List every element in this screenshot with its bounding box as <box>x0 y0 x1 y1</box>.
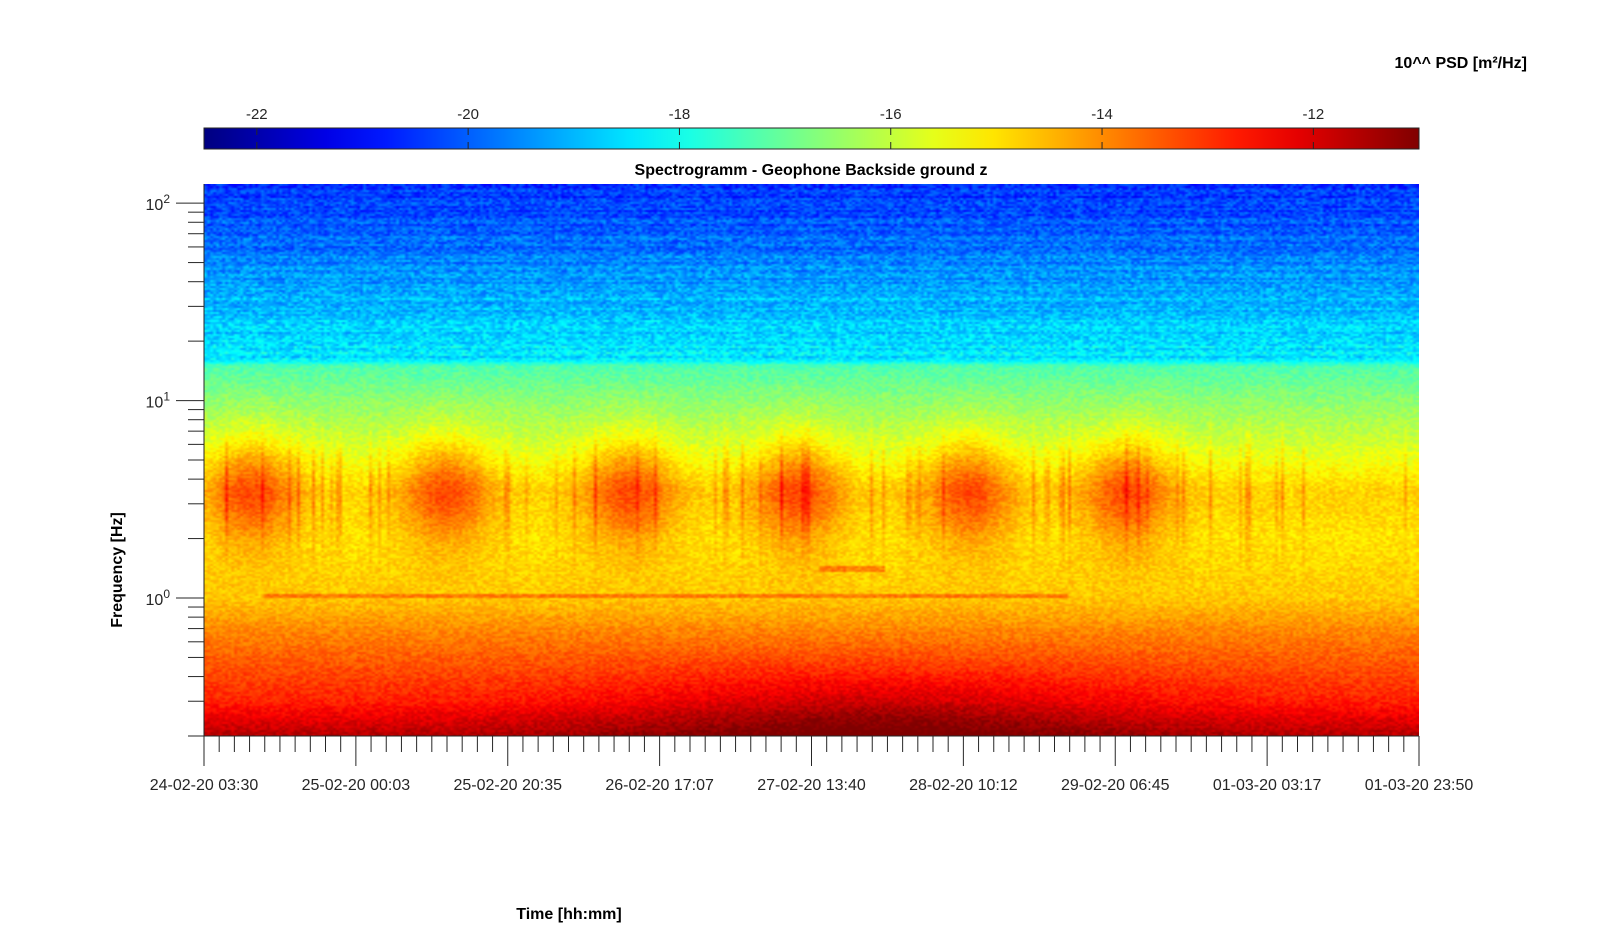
x-tick-label: 25-02-20 20:35 <box>453 777 562 794</box>
chart-title: Spectrogramm - Geophone Backside ground … <box>635 162 988 179</box>
colorbar: 10^^ PSD [m²/Hz] -22 -20 -18 -16 -14 -12 <box>203 55 1527 150</box>
y-tick-label: 101 <box>146 390 171 412</box>
x-tick-label: 01-03-20 23:50 <box>1365 777 1474 794</box>
colorbar-tick-label: -12 <box>1303 106 1325 123</box>
colorbar-tick-label: -14 <box>1091 106 1113 123</box>
x-tick-label: 29-02-20 06:45 <box>1061 777 1170 794</box>
x-tick-label: 24-02-20 03:30 <box>150 777 259 794</box>
x-tick-label: 25-02-20 00:03 <box>302 777 411 794</box>
x-tick-label: 28-02-20 10:12 <box>909 777 1018 794</box>
y-tick-label: 102 <box>146 192 171 214</box>
colorbar-ticks: -22 -20 -18 -16 -14 -12 <box>246 106 1324 149</box>
colorbar-tick-label: -16 <box>880 106 902 123</box>
plot-area <box>204 184 1419 736</box>
x-tick-label: 26-02-20 17:07 <box>605 777 714 794</box>
x-axis: 24-02-20 03:30 25-02-20 00:03 25-02-20 20:… <box>150 735 1474 794</box>
x-tick-label: 01-03-20 03:17 <box>1213 777 1322 794</box>
y-tick-label: 100 <box>146 587 171 609</box>
spectrogram-heatmap <box>204 184 1419 736</box>
y-axis: 100 101 102 <box>146 184 205 737</box>
x-tick-label: 27-02-20 13:40 <box>757 777 866 794</box>
colorbar-tick-label: -20 <box>457 106 479 123</box>
colorbar-frame <box>203 127 1420 150</box>
colorbar-label: 10^^ PSD [m²/Hz] <box>1395 55 1527 72</box>
colorbar-gradient <box>204 128 1419 149</box>
colorbar-tick-label: -22 <box>246 106 268 123</box>
x-axis-label: Time [hh:mm] <box>516 906 621 923</box>
colorbar-tick-label: -18 <box>669 106 691 123</box>
y-axis-label: Frequency [Hz] <box>109 512 126 628</box>
